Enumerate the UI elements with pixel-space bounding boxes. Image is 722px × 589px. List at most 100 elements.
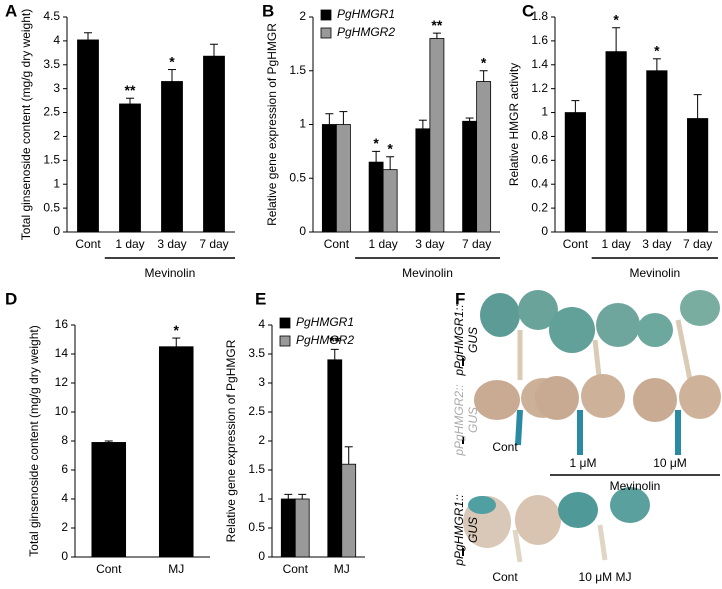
y-tick-label: 2 (258, 433, 265, 447)
legend-swatch (320, 9, 332, 21)
y-tick-label: 0 (53, 224, 60, 238)
x-tick-label: Cont (283, 562, 309, 576)
y-tick-label: 1.8 (531, 9, 548, 23)
x-tick-label: 1 day (368, 237, 397, 251)
panel-letter: C (522, 1, 534, 20)
bar (687, 118, 709, 233)
x-tick-label: 1 day (115, 237, 144, 251)
bar (91, 442, 127, 558)
x-tick-label: 3 day (415, 237, 444, 251)
y-axis-title: Relative HMGR activity (507, 63, 521, 186)
y-tick-label: 4 (53, 33, 60, 47)
bar (564, 112, 586, 233)
bar (605, 51, 627, 233)
x-tick-label: Cont (324, 237, 350, 251)
seedling (463, 495, 561, 563)
row-label: GUS (466, 407, 480, 433)
panel-letter: F (455, 289, 465, 308)
panel-f-photos (455, 288, 722, 563)
panel-letter: D (5, 289, 17, 308)
bar (462, 120, 478, 233)
row-label: pPgHMGR1:: (452, 304, 466, 376)
y-tick-label: 2.5 (248, 404, 265, 418)
bar (203, 55, 225, 233)
y-tick-label: 1 (53, 176, 60, 190)
y-tick-label: 0 (541, 224, 548, 238)
x-tick-label: 7 day (199, 237, 228, 251)
y-axis-title: Total ginsenoside content (mg/g dry weig… (27, 325, 41, 556)
seedling (480, 290, 558, 380)
y-tick-label: 1 (541, 105, 548, 119)
x-tick-label: 3 day (642, 237, 671, 251)
significance-label: * (387, 140, 393, 156)
y-tick-label: 2.5 (43, 105, 60, 119)
y-tick-label: 0.5 (43, 200, 60, 214)
bar (341, 463, 357, 558)
legend-swatch (320, 27, 332, 39)
y-tick-label: 0 (258, 549, 265, 563)
group-label: Mevinolin (402, 266, 453, 280)
y-tick-label: 4.5 (43, 9, 60, 23)
bar (321, 124, 337, 233)
bar (161, 81, 183, 233)
y-axis-title: Relative gene expression of PgHMGR (265, 23, 279, 226)
x-tick-label: Cont (563, 237, 589, 251)
y-tick-label: 1.2 (531, 81, 548, 95)
x-tick-label: 7 day (683, 237, 712, 251)
seedling (633, 375, 721, 455)
y-tick-label: 2 (299, 9, 306, 23)
y-tick-label: 12 (55, 375, 69, 389)
y-tick-label: 0.2 (531, 200, 548, 214)
legend-label: PgHMGR1 (337, 7, 395, 21)
y-tick-label: 2 (53, 129, 60, 143)
y-tick-label: 2 (61, 520, 68, 534)
y-tick-label: 1.6 (531, 33, 548, 47)
condition-label: Cont (492, 570, 518, 584)
panel-letter: B (262, 1, 274, 20)
bar (646, 70, 668, 233)
significance-label: * (169, 53, 175, 69)
significance-label: * (373, 135, 379, 151)
y-tick-label: 0.5 (248, 520, 265, 534)
y-tick-label: 1.5 (248, 462, 265, 476)
y-tick-label: 0.8 (531, 129, 548, 143)
bar (158, 346, 194, 558)
bar (415, 128, 431, 233)
y-tick-label: 1.5 (43, 153, 60, 167)
bar (294, 498, 310, 558)
panel-letter: A (5, 1, 17, 20)
y-tick-label: 3.5 (248, 346, 265, 360)
bar (382, 169, 398, 233)
group-label: Mevinolin (145, 266, 196, 280)
x-tick-label: Cont (75, 237, 101, 251)
x-tick-label: 1 day (601, 237, 630, 251)
x-tick-label: 3 day (157, 237, 186, 251)
y-tick-label: 0.6 (531, 153, 548, 167)
y-tick-label: 3.5 (43, 57, 60, 71)
group-label: Mevinolin (629, 266, 680, 280)
row-label: pPgHMGR1:: (452, 494, 466, 566)
y-tick-label: 0.4 (531, 176, 548, 190)
y-tick-label: 3 (258, 375, 265, 389)
seedling (558, 487, 650, 561)
x-tick-label: 7 day (462, 237, 491, 251)
bar (280, 498, 296, 558)
significance-label: ** (431, 17, 442, 33)
bar (77, 39, 99, 233)
row-label: GUS (466, 517, 480, 543)
legend-label: PgHMGR1 (296, 315, 354, 329)
y-tick-label: 8 (61, 433, 68, 447)
bar (335, 124, 351, 233)
legend-swatch (279, 335, 291, 347)
significance-label: * (174, 322, 180, 338)
x-tick-label: MJ (168, 562, 184, 576)
group-label: Mevinolin (610, 479, 661, 493)
significance-label: ** (125, 82, 136, 98)
y-tick-label: 0 (61, 549, 68, 563)
seedling (637, 290, 720, 381)
y-tick-label: 0.5 (289, 170, 306, 184)
legend-label: PgHMGR2 (337, 25, 395, 39)
y-tick-label: 14 (55, 346, 69, 360)
seedling (549, 303, 640, 386)
